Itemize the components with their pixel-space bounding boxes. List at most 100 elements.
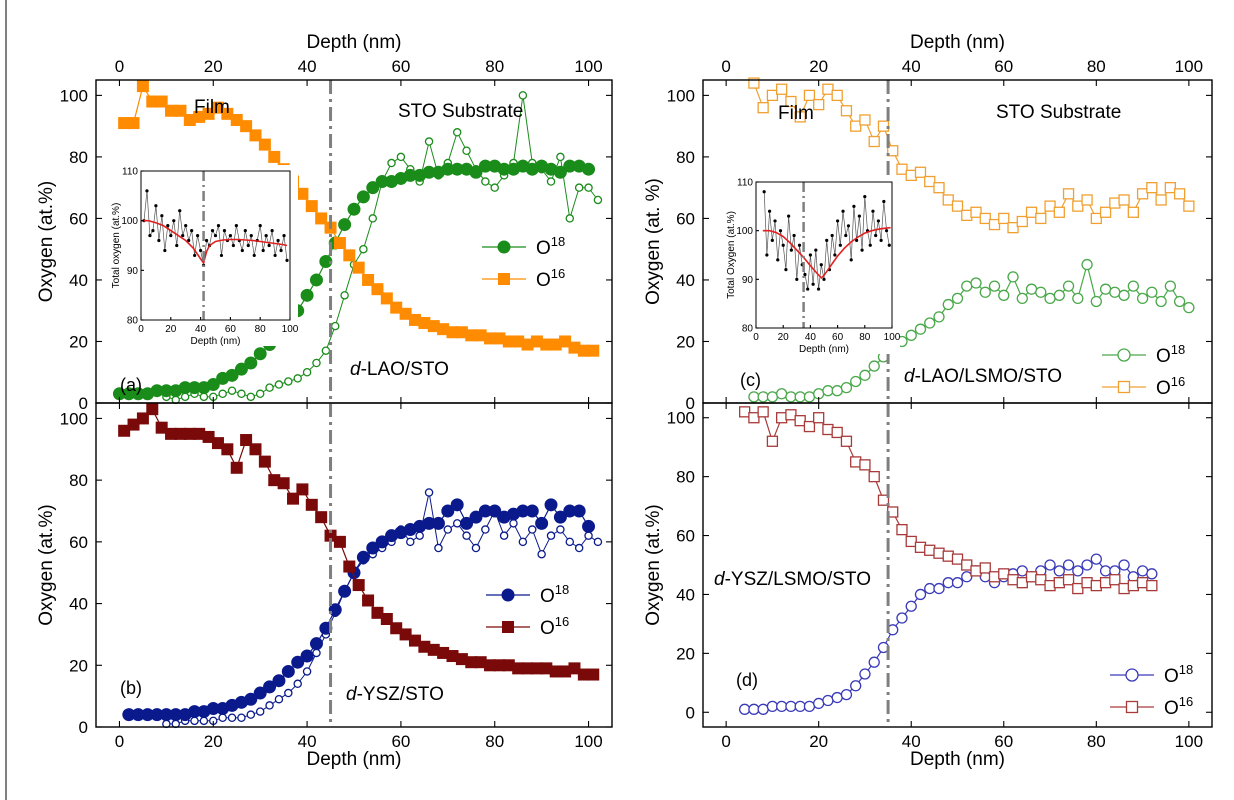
y-tick-label: 40 xyxy=(676,585,695,604)
data-point xyxy=(822,694,834,707)
data-point xyxy=(258,455,271,468)
data-point xyxy=(924,582,936,595)
x-tick-label: 0 xyxy=(721,732,730,751)
data-point xyxy=(249,443,262,456)
data-point xyxy=(877,494,890,506)
data-point xyxy=(218,713,227,722)
data-point xyxy=(309,637,323,651)
x-tick-label: 40 xyxy=(298,732,317,751)
data-point xyxy=(1044,292,1056,305)
data-point xyxy=(244,356,258,370)
data-point xyxy=(831,426,843,439)
data-point xyxy=(850,375,862,388)
inset-data-point xyxy=(279,248,283,253)
inset-data-point xyxy=(797,243,802,247)
y-tick-label: 0 xyxy=(79,718,88,737)
y-tick-label: 40 xyxy=(69,595,88,614)
inset-data-point xyxy=(863,195,867,199)
data-point xyxy=(1109,197,1121,209)
data-point xyxy=(371,283,384,296)
legend-marker xyxy=(1117,348,1131,362)
inset-data-point xyxy=(187,238,191,243)
data-point xyxy=(803,391,816,403)
inset-y-axis-title: Total Oxygen (at.%) xyxy=(726,211,737,299)
x-tick-label: 60 xyxy=(994,732,1013,751)
data-point xyxy=(831,89,843,102)
x-tick-label-top: 20 xyxy=(204,57,223,76)
data-point xyxy=(1035,212,1047,225)
data-point xyxy=(424,137,434,146)
data-point xyxy=(803,420,816,433)
data-point xyxy=(253,347,267,361)
data-point xyxy=(174,104,187,117)
inset-data-point xyxy=(199,248,203,253)
data-point xyxy=(914,166,927,178)
data-point xyxy=(593,195,603,205)
data-point xyxy=(933,547,945,559)
data-point xyxy=(1072,200,1084,212)
data-point xyxy=(333,237,346,250)
data-point xyxy=(462,146,471,156)
inset-y-tick-label: 80 xyxy=(742,324,754,335)
data-point xyxy=(961,209,973,222)
x-tick-label: 60 xyxy=(391,732,410,751)
data-point xyxy=(1025,283,1038,295)
data-point xyxy=(265,383,274,392)
inset-data-point xyxy=(145,189,149,193)
data-point xyxy=(338,218,352,232)
inset-data-point xyxy=(882,199,886,204)
data-point xyxy=(933,311,945,323)
sample-label: d-LAO/LSMO/STO xyxy=(904,366,1062,387)
inset-data-point xyxy=(855,238,859,242)
inset-x-tick-label: 60 xyxy=(225,324,237,335)
data-point xyxy=(302,367,312,377)
data-point xyxy=(546,177,556,186)
data-point xyxy=(556,525,565,534)
data-point xyxy=(776,412,788,424)
data-point xyxy=(766,435,779,447)
x-axis-title-top: Depth (nm) xyxy=(306,32,401,53)
data-point xyxy=(776,700,788,713)
data-point xyxy=(998,212,1010,225)
panel-c-chart: 0 20 40 60 80 100 0 20 40 60 80 100 Depth (nm) Oxygen… xyxy=(643,32,1213,413)
legend-label: O18 xyxy=(1156,342,1185,367)
data-point xyxy=(757,391,769,403)
inset-data-point xyxy=(765,253,769,257)
data-point xyxy=(831,691,843,704)
data-point xyxy=(284,688,293,698)
y-tick-label: 20 xyxy=(676,644,695,663)
inset-data-point xyxy=(246,243,250,248)
inset-data-point xyxy=(770,238,774,242)
data-point xyxy=(553,165,567,179)
data-point xyxy=(274,694,284,704)
data-point xyxy=(368,214,378,223)
data-point xyxy=(1146,286,1158,298)
inset-data-point xyxy=(773,219,777,223)
data-point xyxy=(785,700,797,713)
inset-data-point xyxy=(219,253,224,258)
inset-data-point xyxy=(175,243,179,248)
legend-marker xyxy=(497,240,511,254)
data-point xyxy=(136,412,149,425)
data-point xyxy=(924,317,936,329)
data-point xyxy=(471,543,481,553)
data-point xyxy=(757,703,769,715)
inset-y-axis-title: Total oxygen (at.%) xyxy=(111,203,122,289)
data-point xyxy=(766,89,779,102)
data-point xyxy=(794,415,806,427)
data-point xyxy=(305,498,318,511)
data-point xyxy=(970,277,982,289)
inset-data-point xyxy=(270,229,274,233)
data-point xyxy=(1025,206,1038,218)
data-point xyxy=(850,456,862,468)
data-point xyxy=(766,700,779,713)
inset-data-point xyxy=(825,238,829,242)
data-point xyxy=(1053,206,1065,218)
x-tick-label: 20 xyxy=(204,732,223,751)
data-point xyxy=(1146,182,1158,194)
y-axis-title: Oxygen (at.%) xyxy=(36,181,57,302)
data-point xyxy=(406,537,415,547)
x-tick-label: 40 xyxy=(902,732,921,751)
data-point xyxy=(535,516,549,530)
data-point xyxy=(227,386,237,395)
